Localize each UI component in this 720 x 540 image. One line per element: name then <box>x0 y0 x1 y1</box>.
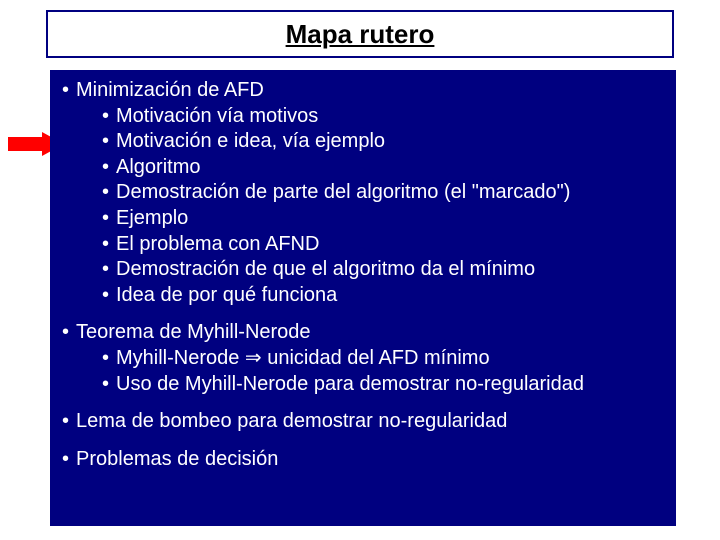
list-item: •Algoritmo <box>62 155 664 181</box>
list-item: •Uso de Myhill-Nerode para demostrar no-… <box>62 372 664 398</box>
section-heading: •Teorema de Myhill-Nerode <box>62 320 664 346</box>
list-item: •Ejemplo <box>62 206 664 232</box>
list-item: •Demostración de que el algoritmo da el … <box>62 257 664 283</box>
section-heading: •Problemas de decisión <box>62 447 664 473</box>
list-item: •Idea de por qué funciona <box>62 283 664 309</box>
section-myhill-nerode: •Teorema de Myhill-Nerode •Myhill-Nerode… <box>62 320 664 397</box>
list-item: •Motivación e idea, vía ejemplo <box>62 129 664 155</box>
list-item: •El problema con AFND <box>62 232 664 258</box>
section-decision: •Problemas de decisión <box>62 447 664 473</box>
content-panel: •Minimización de AFD •Motivación vía mot… <box>50 70 676 526</box>
list-item: •Motivación vía motivos <box>62 104 664 130</box>
section-heading: •Minimización de AFD <box>62 78 664 104</box>
title-box: Mapa rutero <box>46 10 674 58</box>
section-heading: •Lema de bombeo para demostrar no-regula… <box>62 409 664 435</box>
list-item: •Myhill-Nerode ⇒ unicidad del AFD mínimo <box>62 346 664 372</box>
section-minimizacion: •Minimización de AFD •Motivación vía mot… <box>62 78 664 308</box>
section-bombeo: •Lema de bombeo para demostrar no-regula… <box>62 409 664 435</box>
list-item: •Demostración de parte del algoritmo (el… <box>62 180 664 206</box>
page-title: Mapa rutero <box>286 19 435 50</box>
